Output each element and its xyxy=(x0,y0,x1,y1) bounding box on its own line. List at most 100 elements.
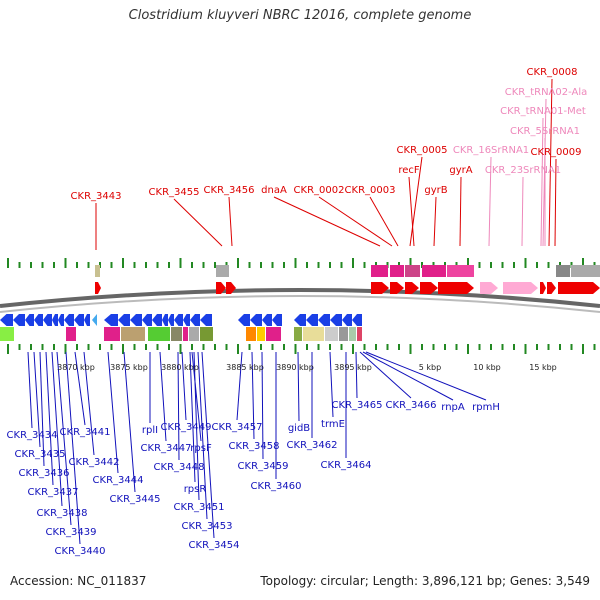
reverse-gene-arrow xyxy=(0,314,13,326)
top-label-leader xyxy=(273,196,381,247)
top-label: CKR_0003 xyxy=(345,185,396,196)
cog-block xyxy=(266,327,281,341)
top-label-leader xyxy=(548,78,553,247)
bottom-label-leader xyxy=(123,351,136,493)
bottom-label-leader xyxy=(251,351,255,440)
top-label-leader xyxy=(228,196,233,247)
bottom-label: CKR_3466 xyxy=(386,400,437,411)
top-label: gyrA xyxy=(449,165,472,176)
bottom-label-leader xyxy=(297,351,300,422)
axis-tick-label: 3870 kbp xyxy=(57,363,95,372)
bottom-label-leader xyxy=(365,351,487,401)
bottom-label: CKR_3435 xyxy=(15,449,66,460)
cog-block xyxy=(104,327,120,341)
cog-block xyxy=(339,327,348,341)
reverse-gene-arrow xyxy=(162,314,168,326)
axis-tick-label: 10 kbp xyxy=(473,363,501,372)
cog-block xyxy=(200,327,213,341)
top-labels: CKR_3443 CKR_3455 CKR_3456 dnaA CKR_0002 CKR_… xyxy=(71,67,588,202)
bottom-label-leader xyxy=(51,351,63,507)
genome-backbone-outer xyxy=(0,288,600,308)
bottom-labels: CKR_3434 CKR_3435 CKR_3436 CKR_3437 CKR_3438… xyxy=(7,400,500,557)
reverse-gene-arrow xyxy=(13,314,25,326)
bottom-label-leader xyxy=(107,351,119,474)
bottom-label: CKR_3459 xyxy=(238,461,289,472)
top-label: recF xyxy=(398,165,420,176)
forward-gene-arrow xyxy=(405,282,419,294)
cog-block xyxy=(216,265,229,277)
reverse-gene-arrow xyxy=(34,314,43,326)
bottom-label: CKR_3454 xyxy=(189,540,240,551)
top-label-leader xyxy=(554,158,557,247)
reverse-gene-arrow xyxy=(250,314,262,326)
bottom-label-leader xyxy=(197,351,208,520)
bottom-label: CKR_3458 xyxy=(229,441,280,452)
reverse-gene-arrow xyxy=(142,314,152,326)
accession-text: Accession: NC_011837 xyxy=(10,574,147,588)
bottom-label: gidB xyxy=(288,423,310,434)
forward-gene-arrow xyxy=(216,282,226,294)
bottom-label-leader xyxy=(83,351,95,456)
forward-gene-arrow xyxy=(547,282,556,294)
axis-tick-label: 3885 kbp xyxy=(226,363,264,372)
top-label-leader xyxy=(459,176,462,247)
axis-tick-label: 15 kbp xyxy=(529,363,557,372)
top-label: CKR_tRNA01-Met xyxy=(500,106,586,117)
bottom-label: CKR_3436 xyxy=(19,468,70,479)
top-label: CKR_tRNA02-Ala xyxy=(505,87,588,98)
reverse-gene-arrow xyxy=(84,314,90,326)
genome-backbone-inner xyxy=(0,295,600,313)
axis-tick-label: 3890 kbp xyxy=(276,363,314,372)
top-label: dnaA xyxy=(261,185,287,196)
forward-gene-arrow xyxy=(540,282,546,294)
bottom-label-leader xyxy=(159,351,167,442)
reverse-gene-arrow xyxy=(58,314,64,326)
bottom-label: rplI xyxy=(142,425,158,436)
bottom-label: CKR_3447 xyxy=(141,443,192,454)
top-label: CKR_5SrRNA1 xyxy=(510,126,580,137)
bottom-label-leaders xyxy=(27,351,487,545)
reverse-gene-arrow xyxy=(52,314,58,326)
top-label-leader xyxy=(540,117,544,247)
reverse-gene-arrow xyxy=(104,314,118,326)
forward-strand-genes xyxy=(95,282,600,294)
bottom-label: rnpA xyxy=(441,402,465,413)
bottom-label: CKR_3449 xyxy=(161,422,212,433)
forward-gene-arrow xyxy=(390,282,404,294)
top-label-leaders xyxy=(95,78,557,250)
reverse-gene-arrow xyxy=(118,314,130,326)
bottom-label-leader xyxy=(33,351,41,448)
bottom-label: rpsF xyxy=(190,443,212,454)
axis-tick-labels: 3870 kbp 3875 kbp 3880 kbp 3885 kbp 3890 kbp… xyxy=(57,363,557,372)
bottom-label: CKR_3441 xyxy=(60,427,111,438)
reverse-gene-arrow xyxy=(174,314,183,326)
reverse-gene-arrow xyxy=(168,314,174,326)
bottom-label-leader xyxy=(74,351,86,426)
top-label-leader xyxy=(433,196,437,247)
bottom-label-leader xyxy=(359,351,412,399)
bottom-label-leader xyxy=(45,351,54,486)
bottom-label: CKR_3439 xyxy=(46,527,97,538)
top-label: gyrB xyxy=(424,185,447,196)
forward-gene-arrow xyxy=(420,282,438,294)
cog-block xyxy=(257,327,265,341)
reverse-gene-arrow xyxy=(183,314,190,326)
forward-gene-arrow xyxy=(226,282,236,294)
reverse-gene-arrow xyxy=(306,314,318,326)
cog-block xyxy=(571,265,600,277)
bottom-label-leader xyxy=(355,351,358,399)
top-label: CKR_0005 xyxy=(397,145,448,156)
cog-block xyxy=(66,327,76,341)
reverse-gene-arrow xyxy=(92,314,97,326)
cog-block xyxy=(422,265,446,277)
cog-color-track-bottom xyxy=(0,327,362,341)
top-label-leader xyxy=(369,196,399,247)
reverse-gene-arrow xyxy=(25,314,34,326)
top-label-leader xyxy=(173,198,223,247)
axis-tick-label: 3895 kbp xyxy=(334,363,372,372)
axis-tick-label: 3875 kbp xyxy=(110,363,148,372)
top-label: CKR_0008 xyxy=(527,67,578,78)
bottom-label: CKR_3453 xyxy=(182,521,233,532)
reverse-gene-arrow xyxy=(130,314,142,326)
